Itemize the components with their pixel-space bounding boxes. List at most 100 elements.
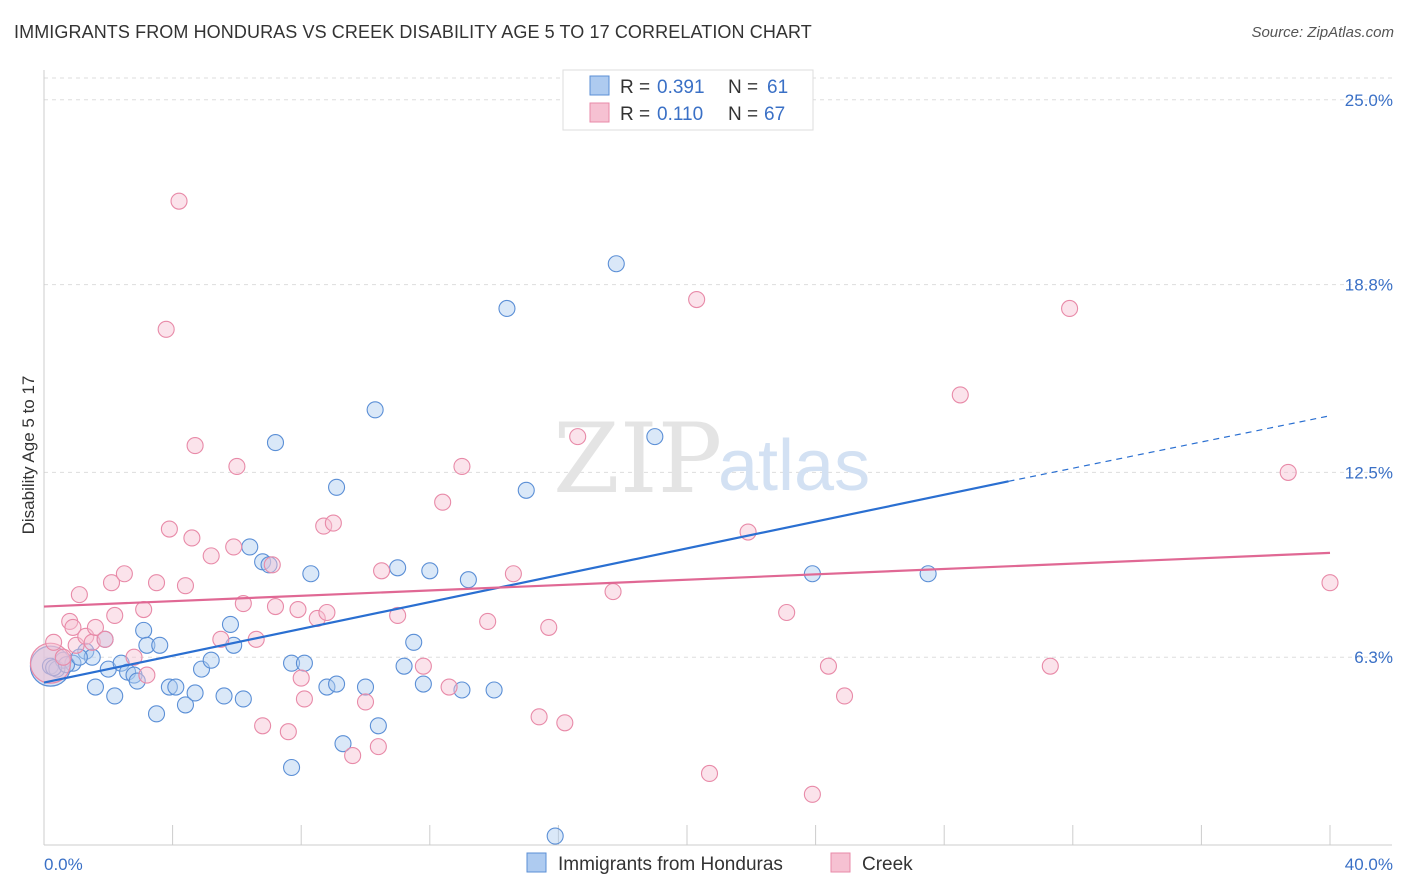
point-0-27 (241, 538, 259, 556)
trend-line-1 (43, 551, 1331, 608)
watermark-atlas: atlas (718, 426, 870, 506)
point-1-53 (556, 714, 574, 732)
point-0-4 (77, 642, 95, 660)
top-legend: R = 0.391 N = 61 R = 0.110 N = 67 (562, 69, 814, 131)
point-0-46 (421, 562, 439, 580)
point-1-21 (183, 529, 201, 547)
point-0-9 (106, 687, 124, 705)
legend-swatch-honduras (589, 75, 610, 96)
point-1-24 (212, 630, 230, 648)
bottom-legend-label-honduras: Immigrants from Honduras (558, 854, 783, 875)
point-0-23 (215, 687, 233, 705)
trend-line-0 (43, 480, 1009, 684)
legend-r-value-creek: 0.110 (657, 104, 703, 125)
y-tick-label-2: 18.8% (1345, 276, 1393, 295)
bottom-legend-swatch-honduras (526, 852, 547, 873)
point-1-31 (266, 597, 285, 616)
point-1-61 (819, 657, 838, 675)
legend-r-label-honduras: R = (620, 77, 650, 98)
point-1-47 (440, 678, 458, 696)
point-1-35 (295, 690, 313, 708)
point-1-30 (263, 556, 281, 574)
point-0-51 (517, 481, 535, 499)
point-0-22 (202, 651, 220, 669)
point-0-38 (334, 735, 352, 753)
point-0-20 (186, 684, 204, 702)
point-0-5 (83, 648, 101, 666)
point-1-64 (1041, 657, 1059, 675)
point-0-40 (366, 401, 384, 419)
point-0-60 (128, 672, 146, 690)
legend-r-value-honduras: 0.391 (657, 77, 705, 98)
point-1-14 (135, 600, 153, 619)
y-tick-label-0: 6.3% (1354, 648, 1393, 667)
point-1-51 (530, 708, 548, 726)
point-0-13 (135, 621, 153, 639)
point-0-16 (151, 636, 169, 654)
point-0-48 (459, 571, 477, 589)
point-1-19 (170, 192, 188, 210)
point-0-42 (389, 559, 407, 577)
legend-n-value-honduras: 61 (767, 77, 788, 98)
x-tick-label-0: 0.0% (44, 855, 83, 874)
point-0-33 (295, 654, 313, 672)
point-0-18 (167, 678, 185, 696)
point-big-1 (29, 642, 72, 684)
watermark-zip: ZIP (553, 403, 722, 515)
legend-r-label-creek: R = (620, 104, 650, 125)
point-0-6 (86, 678, 104, 696)
point-1-62 (835, 687, 854, 705)
point-1-63 (951, 386, 969, 404)
point-1-10 (102, 574, 121, 592)
point-1-29 (254, 717, 272, 735)
point-1-67 (1321, 574, 1339, 592)
point-1-23 (202, 547, 220, 565)
point-1-38 (318, 603, 336, 622)
point-0-26 (234, 690, 252, 708)
chart-title: IMMIGRANTS FROM HONDURAS VS CREEK DISABI… (14, 22, 812, 42)
legend-swatch-creek (589, 102, 610, 123)
watermark: ZIP atlas (553, 403, 870, 515)
trend-lines (43, 415, 1331, 684)
point-1-41 (356, 693, 375, 711)
tick-labels: 6.3% 12.5% 18.8% 25.0% 0.0% 40.0% (44, 91, 1393, 874)
point-1-34 (292, 669, 310, 687)
grid-lines (44, 77, 1392, 658)
point-1-27 (234, 595, 252, 613)
point-0-34 (302, 565, 320, 583)
point-1-46 (434, 493, 452, 511)
legend-n-label-honduras: N = (728, 77, 758, 98)
point-1-26 (228, 457, 246, 475)
point-1-0 (45, 633, 63, 651)
legend-n-value-creek: 67 (764, 104, 785, 125)
point-1-1 (54, 648, 72, 666)
point-0-50 (498, 299, 516, 318)
point-1-25 (225, 538, 243, 556)
point-1-22 (186, 437, 204, 455)
point-1-20 (176, 577, 195, 595)
point-1-8 (86, 618, 104, 636)
y-tick-label-1: 12.5% (1345, 463, 1393, 482)
point-1-52 (540, 618, 558, 636)
point-1-60 (803, 785, 821, 803)
point-0-30 (266, 434, 285, 452)
point-1-33 (289, 600, 307, 619)
y-tick-label-3: 25.0% (1345, 91, 1393, 110)
point-0-35 (318, 678, 336, 696)
point-0-39 (356, 678, 375, 696)
point-0-19 (176, 696, 195, 714)
point-1-16 (147, 574, 166, 592)
point-0-41 (369, 717, 387, 735)
point-1-43 (373, 562, 391, 580)
point-1-66 (1279, 463, 1297, 481)
point-0-45 (414, 675, 432, 693)
point-1-11 (106, 606, 124, 625)
legend-n-label-creek: N = (728, 104, 758, 125)
point-0-37 (328, 478, 346, 496)
point-1-56 (688, 290, 706, 309)
bottom-legend: Immigrants from Honduras Creek (526, 852, 913, 875)
point-1-40 (344, 747, 362, 765)
point-1-50 (504, 565, 522, 583)
x-tick-label-1: 40.0% (1345, 855, 1393, 874)
point-0-43 (395, 657, 413, 675)
